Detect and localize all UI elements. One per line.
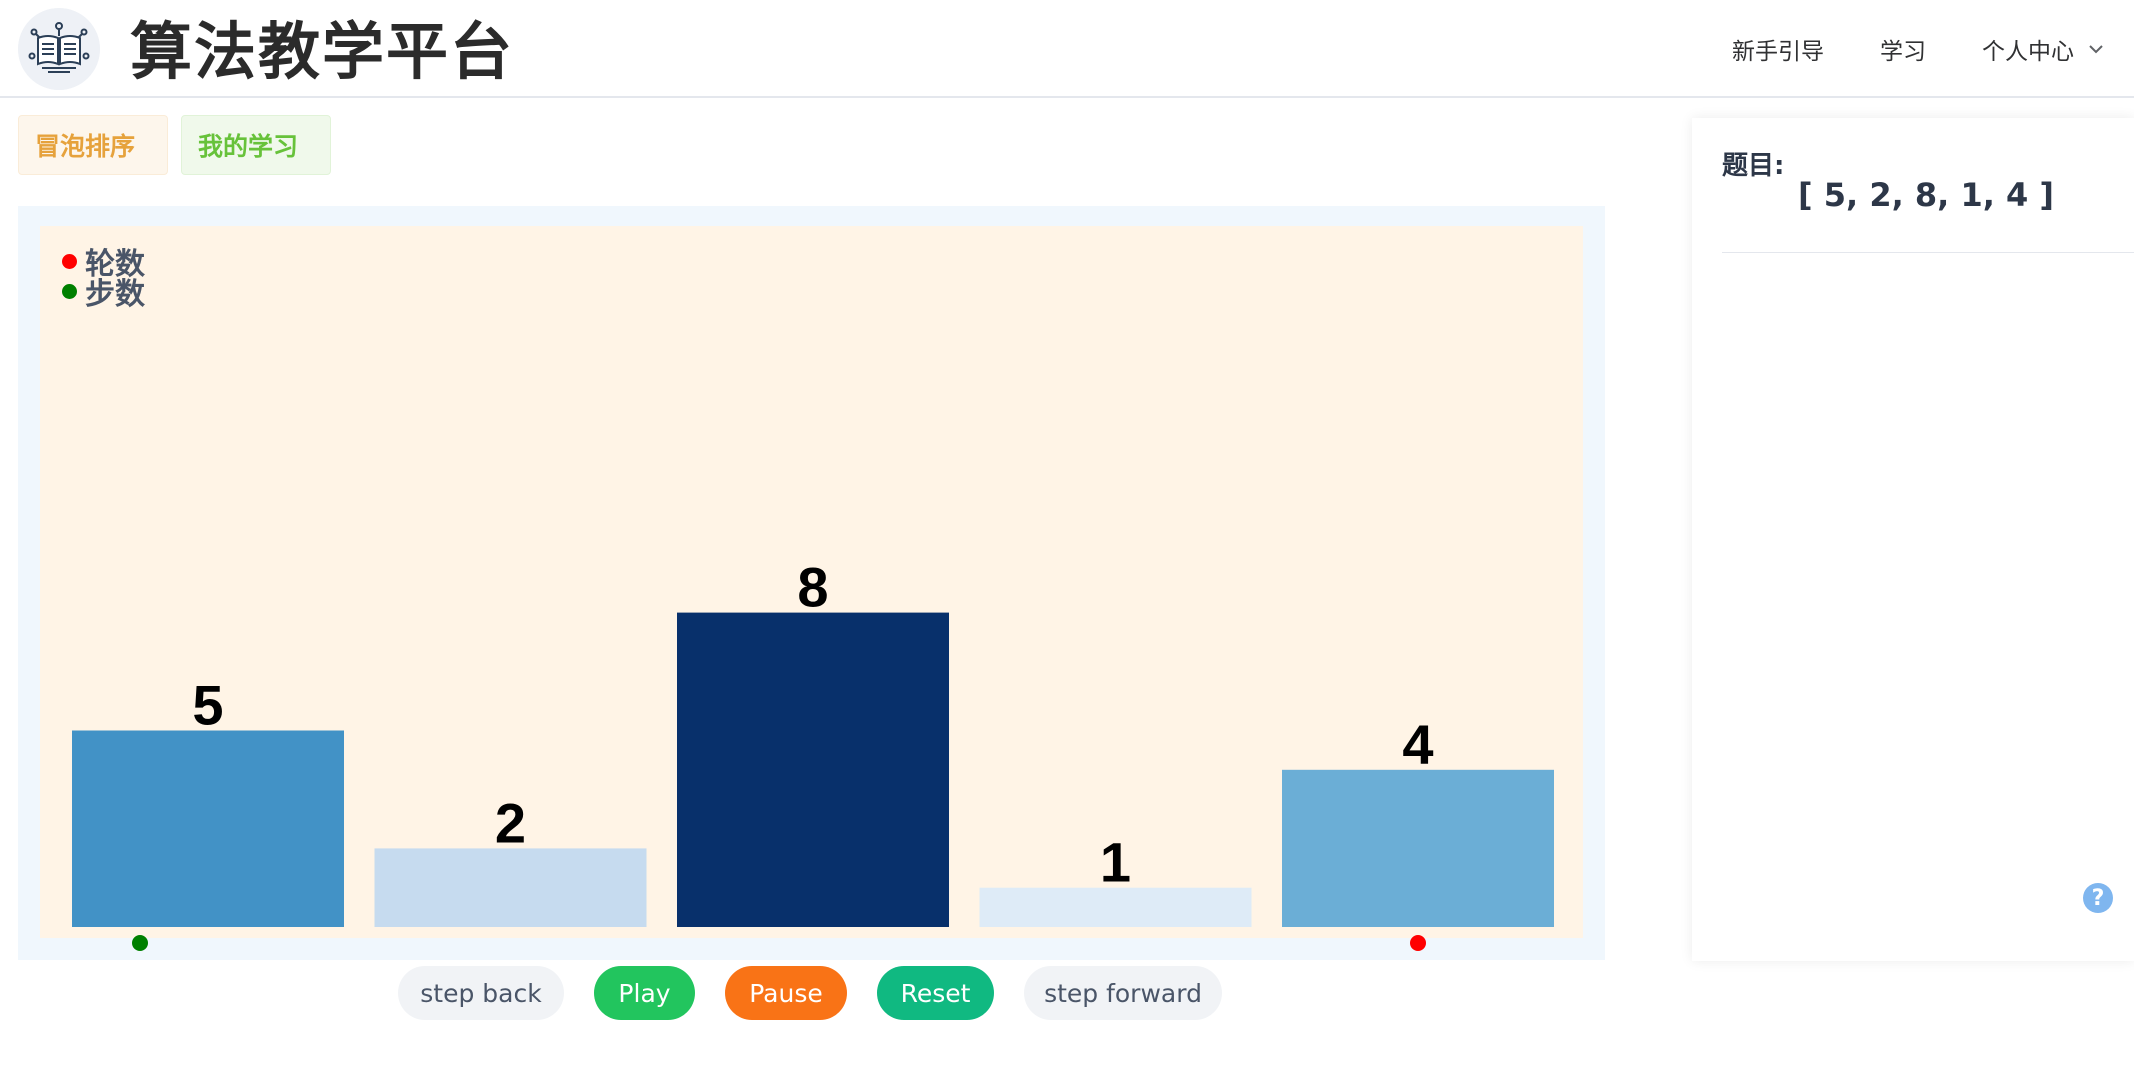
problem-panel: 题目: [ 5, 2, 8, 1, 4 ] <box>1692 118 2134 961</box>
tag-bubble-sort[interactable]: 冒泡排序 <box>18 115 168 175</box>
app-title: 算法教学平台 <box>130 15 515 88</box>
step-forward-button[interactable]: step forward <box>1024 966 1222 1020</box>
nav-guide[interactable]: 新手引导 <box>1732 39 1824 65</box>
question-mark-icon[interactable]: ? <box>2083 883 2113 913</box>
bar-0 <box>72 730 344 927</box>
round-marker-dot <box>1410 935 1426 951</box>
problem-array: [ 5, 2, 8, 1, 4 ] <box>1798 176 2055 214</box>
step-marker-dot <box>132 935 148 951</box>
reset-button[interactable]: Reset <box>877 966 994 1020</box>
bar-label-3: 1 <box>1100 831 1131 894</box>
chevron-down-icon <box>2088 44 2104 54</box>
legend-round: 轮数 <box>62 246 145 282</box>
bar-label-1: 2 <box>495 791 526 854</box>
bar-2 <box>677 612 949 927</box>
nav-profile-label: 个人中心 <box>1982 39 2074 65</box>
legend-round-label: 轮数 <box>85 247 145 282</box>
header: 算法教学平台 新手引导 学习 个人中心 <box>0 0 2134 98</box>
legend-step-dot <box>62 283 77 299</box>
bar-4 <box>1282 769 1554 927</box>
legend-round-dot <box>62 253 77 269</box>
book-logo-icon <box>18 8 100 90</box>
problem-label: 题目: <box>1722 151 1785 181</box>
step-back-button[interactable]: step back <box>398 966 564 1020</box>
bar-3 <box>979 887 1252 927</box>
bar-1 <box>374 848 647 927</box>
legend-step-label: 步数 <box>85 277 145 312</box>
chart-legend: 轮数 步数 <box>62 246 145 312</box>
bar-label-0: 5 <box>192 674 223 737</box>
bar-label-2: 8 <box>797 556 828 619</box>
legend-step: 步数 <box>62 276 145 312</box>
panel-divider <box>1722 252 2134 253</box>
nav-learn[interactable]: 学习 <box>1880 39 1926 65</box>
pause-button[interactable]: Pause <box>725 966 847 1020</box>
bar-label-4: 4 <box>1402 713 1433 776</box>
play-button[interactable]: Play <box>594 966 695 1020</box>
nav-profile-menu[interactable]: 个人中心 <box>1982 0 2104 98</box>
tag-my-learning[interactable]: 我的学习 <box>181 115 331 175</box>
